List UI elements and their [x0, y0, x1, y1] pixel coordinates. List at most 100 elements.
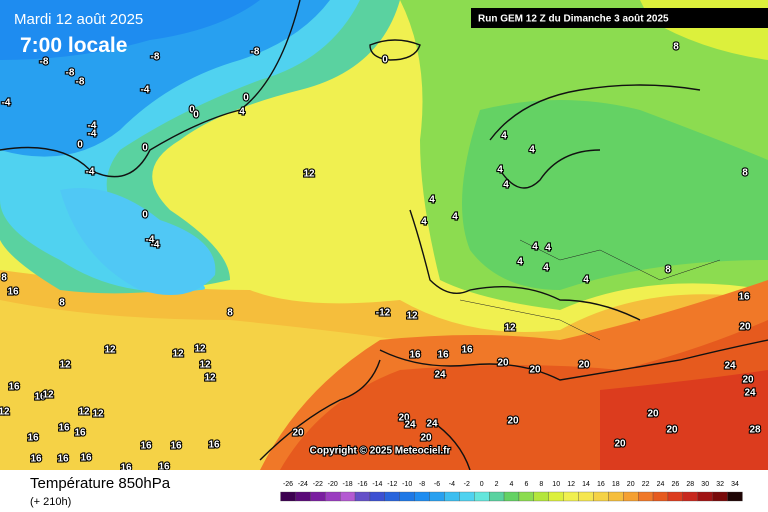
contour-label: 4 [517, 257, 523, 268]
scale-label: 8 [539, 481, 543, 488]
contour-label: 12 [59, 360, 71, 371]
contour-label: 8 [742, 168, 748, 179]
scale-label: 12 [567, 481, 575, 488]
scale-label: -18 [343, 481, 353, 488]
forecast-time: 7:00 locale [20, 34, 127, 57]
scale-swatch [518, 491, 535, 502]
scale-label: 2 [495, 481, 499, 488]
scale-swatch [652, 491, 669, 502]
contour-label: -8 [251, 47, 260, 58]
copyright: Copyright © 2025 Meteociel.fr [310, 446, 451, 457]
scale-swatch [444, 491, 460, 502]
scale-label: -10 [402, 481, 412, 488]
contour-label: -8 [66, 68, 75, 79]
scale-swatch [727, 491, 743, 502]
contour-label: 20 [497, 358, 509, 369]
contour-label: 0 [77, 140, 83, 151]
contour-label: 16 [7, 287, 19, 298]
contour-label: 8 [227, 308, 233, 319]
contour-label: 8 [673, 42, 679, 53]
scale-swatch [354, 491, 371, 502]
contour-label: 4 [239, 107, 245, 118]
contour-label: 16 [8, 382, 20, 393]
run-banner [471, 8, 768, 28]
run-info: Run GEM 12 Z du Dimanche 3 août 2025 [478, 14, 669, 25]
contour-label: 0 [142, 210, 148, 221]
contour-label: 4 [545, 243, 551, 254]
contour-label: 20 [742, 375, 754, 386]
contour-label: 16 [27, 433, 39, 444]
contour-label: -4 [141, 85, 150, 96]
contour-label: -12 [376, 308, 391, 319]
contour-label: 20 [420, 433, 432, 444]
forecast-date: Mardi 12 août 2025 [14, 11, 143, 28]
scale-label: -2 [464, 481, 470, 488]
scale-swatch [474, 491, 490, 502]
contour-label: -4 [151, 240, 160, 251]
contour-label: -4 [146, 235, 155, 246]
contour-label: 12 [0, 407, 10, 418]
contour-label: 0 [142, 143, 148, 154]
contour-label: 16 [140, 441, 152, 452]
scale-swatch [608, 491, 624, 502]
scale-swatch [369, 491, 386, 502]
scale-swatch [459, 491, 475, 502]
contour-label: 12 [303, 169, 315, 180]
scale-label: 34 [731, 481, 739, 488]
scale-label: -26 [283, 481, 293, 488]
scale-swatch [667, 491, 684, 502]
scale-swatch [503, 491, 520, 502]
contour-label: 24 [434, 370, 446, 381]
contour-label: 4 [429, 195, 435, 206]
scale-label: 26 [672, 481, 680, 488]
contour-label: -8 [76, 77, 85, 88]
contour-label: 16 [409, 350, 421, 361]
scale-label: 6 [524, 481, 528, 488]
contour-label: 20 [647, 409, 659, 420]
contour-label: 12 [204, 373, 216, 384]
scale-swatch [280, 491, 296, 502]
scale-label: -24 [298, 481, 308, 488]
contour-label: 24 [744, 388, 756, 399]
contour-label: -4 [2, 98, 11, 109]
contour-label: 0 [382, 55, 388, 66]
contour-label: 16 [437, 350, 449, 361]
scale-label: 0 [480, 481, 484, 488]
temperature-field [0, 0, 768, 470]
scale-label: 20 [627, 481, 635, 488]
coastlines [0, 0, 768, 471]
contour-label: 16 [74, 428, 86, 439]
scale-swatch [533, 491, 549, 502]
scale-label: 22 [642, 481, 650, 488]
scale-swatch [325, 491, 341, 502]
scale-label: -14 [372, 481, 382, 488]
contour-label: 8 [1, 273, 7, 284]
contour-label: 0 [193, 110, 199, 121]
contour-label: 16 [34, 392, 46, 403]
contour-label: 12 [199, 360, 211, 371]
scale-label: 14 [582, 481, 590, 488]
scale-label: 32 [716, 481, 724, 488]
contour-label: 16 [57, 454, 69, 465]
contour-label: -4 [88, 129, 97, 140]
scale-swatch [712, 491, 728, 502]
scale-swatch [414, 491, 430, 502]
scale-swatch [488, 491, 505, 502]
contour-label: 16 [170, 441, 182, 452]
scale-swatch [697, 491, 713, 502]
contour-label: 4 [503, 180, 509, 191]
scale-label: -20 [328, 481, 338, 488]
footer [0, 470, 768, 512]
variable-name: Température 850hPa [30, 475, 171, 492]
scale-label: -16 [357, 481, 367, 488]
scale-swatch [638, 491, 654, 502]
contour-label: 12 [104, 345, 116, 356]
contour-label: -8 [40, 57, 49, 68]
contour-label: 12 [406, 311, 418, 322]
contour-label: 16 [461, 345, 473, 356]
scale-label: -4 [449, 481, 455, 488]
lead-time: (+ 210h) [30, 496, 71, 508]
contour-label: 12 [78, 407, 90, 418]
